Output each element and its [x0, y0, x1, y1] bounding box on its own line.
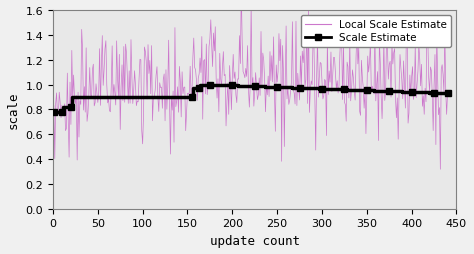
Legend: Local Scale Estimate, Scale Estimate: Local Scale Estimate, Scale Estimate: [301, 16, 451, 47]
X-axis label: update count: update count: [210, 234, 300, 247]
Y-axis label: scale: scale: [7, 91, 20, 129]
